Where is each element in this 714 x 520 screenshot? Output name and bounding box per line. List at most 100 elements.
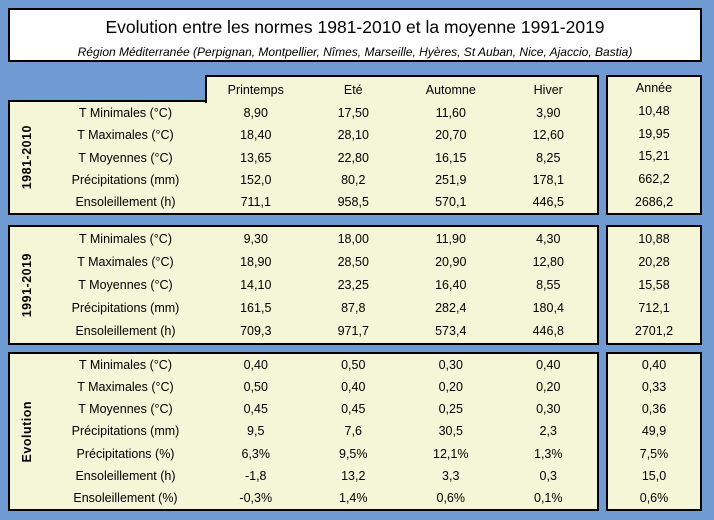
value-cell: 282,4 [435,301,467,316]
row-label: T Maximales (°C) [77,254,174,269]
value-cell: 12,80 [532,254,564,269]
table-row: T Maximales (°C) 18,90 28,50 20,90 12,80 [44,250,597,273]
row-label: Précipitations (mm) [71,301,180,316]
value-cell: 8,55 [536,278,561,292]
value-cell: 573,4 [435,324,467,339]
table-row: Ensoleillement (h) 709,3 971,7 573,4 446,8 [44,320,597,343]
row-label: Précipitations (mm) [71,424,180,439]
value-cell: 709,3 [240,324,272,339]
value-cell: 28,10 [337,128,369,143]
table-row: Ensoleillement (%) -0,3% 1,4% 0,6% 0,1% [44,487,597,509]
value-cell: 251,9 [435,172,467,187]
value-cell: -1,8 [244,468,267,483]
value-cell: 161,5 [240,301,272,316]
value-cell: 446,8 [532,324,564,339]
value-cell: 3,3 [442,468,460,483]
title-box: Evolution entre les normes 1981-2010 et … [8,8,702,62]
value-cell: 13,65 [240,150,272,165]
value-cell: 28,50 [337,254,369,269]
value-cell: 711,1 [240,194,271,209]
value-cell: -0,3% [239,490,273,505]
value-cell: 9,5 [247,424,265,439]
value-cell: 0,20 [536,380,561,395]
row-label: Précipitations (mm) [71,172,180,187]
value-cell: 30,5 [438,424,463,439]
value-cell: 7,6 [344,424,362,439]
value-cell: 17,50 [337,106,369,121]
season-header-band: Printemps Eté Automne Hiver [205,75,599,103]
row-label: T Moyennes (°C) [78,402,173,417]
season-header-automne: Automne [425,83,476,97]
value-cell: 0,50 [243,380,268,395]
row-label: Précipitations (%) [76,446,175,461]
value-cell: 0,6% [436,490,466,505]
annee-panel-evolution: 0,40 0,33 0,36 49,9 7,5% 15,0 0,6% [606,352,702,511]
value-cell: 958,5 [337,194,369,209]
section-1981-2010: 1981-2010 T Minimales (°C) 8,90 17,50 11,60… [8,100,599,215]
value-cell: 180,4 [532,301,564,316]
value-cell: 9,5% [339,446,368,461]
value-cell: 16,40 [435,278,467,292]
section-rows: T Minimales (°C) 9,30 18,00 11,90 4,30 T Maxi… [44,227,597,343]
row-label: T Minimales (°C) [79,106,172,121]
value-cell: 0,1% [534,490,563,505]
annee-value-cell: 712,1 [638,301,670,316]
value-cell: 152,0 [240,172,272,187]
group-strip: 1981-2010 [10,102,44,213]
group-strip: Evolution [10,354,44,509]
annee-value-cell: 15,0 [641,468,667,483]
table-row: T Maximales (°C) 18,40 28,10 20,70 12,60 [44,124,597,146]
table-row: T Minimales (°C) 9,30 18,00 11,90 4,30 [44,227,597,250]
value-cell: 20,90 [435,254,467,269]
season-header-printemps: Printemps [227,83,284,97]
page-subtitle: Région Méditerranée (Perpignan, Montpell… [77,45,633,59]
annee-value-cell: 19,95 [638,126,670,141]
value-cell: 0,30 [536,402,561,417]
value-cell: 0,20 [438,380,463,395]
value-cell: 178,1 [532,172,564,187]
value-cell: 11,60 [435,106,466,121]
table-row: T Minimales (°C) 8,90 17,50 11,60 3,90 [44,102,597,124]
annee-value-cell: 0,33 [641,380,667,395]
annee-value-cell: 20,28 [638,254,670,269]
value-cell: 446,5 [532,194,564,209]
table-row: Précipitations (mm) 152,0 80,2 251,9 178,1 [44,169,597,191]
group-strip: 1991-2019 [10,227,44,343]
annee-panel-1981-2010: Année 10,48 19,95 15,21 662,2 2686,2 [606,75,702,215]
value-cell: 0,50 [341,358,366,373]
annee-value-cell: 0,36 [641,402,667,417]
group-label-1991-2019: 1991-2019 [20,252,34,318]
section-1991-2019: 1991-2019 T Minimales (°C) 9,30 18,00 11,90… [8,225,599,345]
value-cell: 18,40 [240,128,272,143]
value-cell: 16,15 [435,150,467,165]
value-cell: 12,1% [433,446,469,461]
value-cell: 3,90 [536,106,561,121]
value-cell: 12,60 [532,128,564,143]
value-cell: 80,2 [341,172,366,187]
row-label: Ensoleillement (h) [75,468,176,483]
annee-value-cell: 662,2 [638,172,670,187]
row-label: Ensoleillement (h) [75,324,176,339]
value-cell: 0,45 [243,402,268,417]
table-row: Précipitations (mm) 9,5 7,6 30,5 2,3 [44,420,597,442]
table-row: T Minimales (°C) 0,40 0,50 0,30 0,40 [44,354,597,376]
value-cell: 0,30 [438,358,463,373]
page-title: Evolution entre les normes 1981-2010 et … [105,17,605,37]
table-row: T Moyennes (°C) 0,45 0,45 0,25 0,30 [44,398,597,420]
annee-value-cell: 49,9 [641,424,667,439]
row-label: Ensoleillement (h) [75,194,176,209]
season-header-ete: Eté [343,83,363,97]
value-cell: 0,40 [341,380,366,395]
section-evolution: Evolution T Minimales (°C) 0,40 0,50 0,30 0,… [8,352,599,511]
value-cell: 18,00 [337,231,369,246]
value-cell: 18,90 [240,254,272,269]
value-cell: 87,8 [341,301,366,316]
annee-value-cell: 15,21 [638,149,670,164]
group-label-1981-2010: 1981-2010 [20,125,34,190]
value-cell: 1,3% [534,446,563,461]
section-rows: T Minimales (°C) 0,40 0,50 0,30 0,40 T Maxima… [44,354,597,509]
row-label: T Minimales (°C) [79,358,172,373]
value-cell: 1,4% [339,490,368,505]
annee-value-cell: 10,88 [638,231,670,246]
